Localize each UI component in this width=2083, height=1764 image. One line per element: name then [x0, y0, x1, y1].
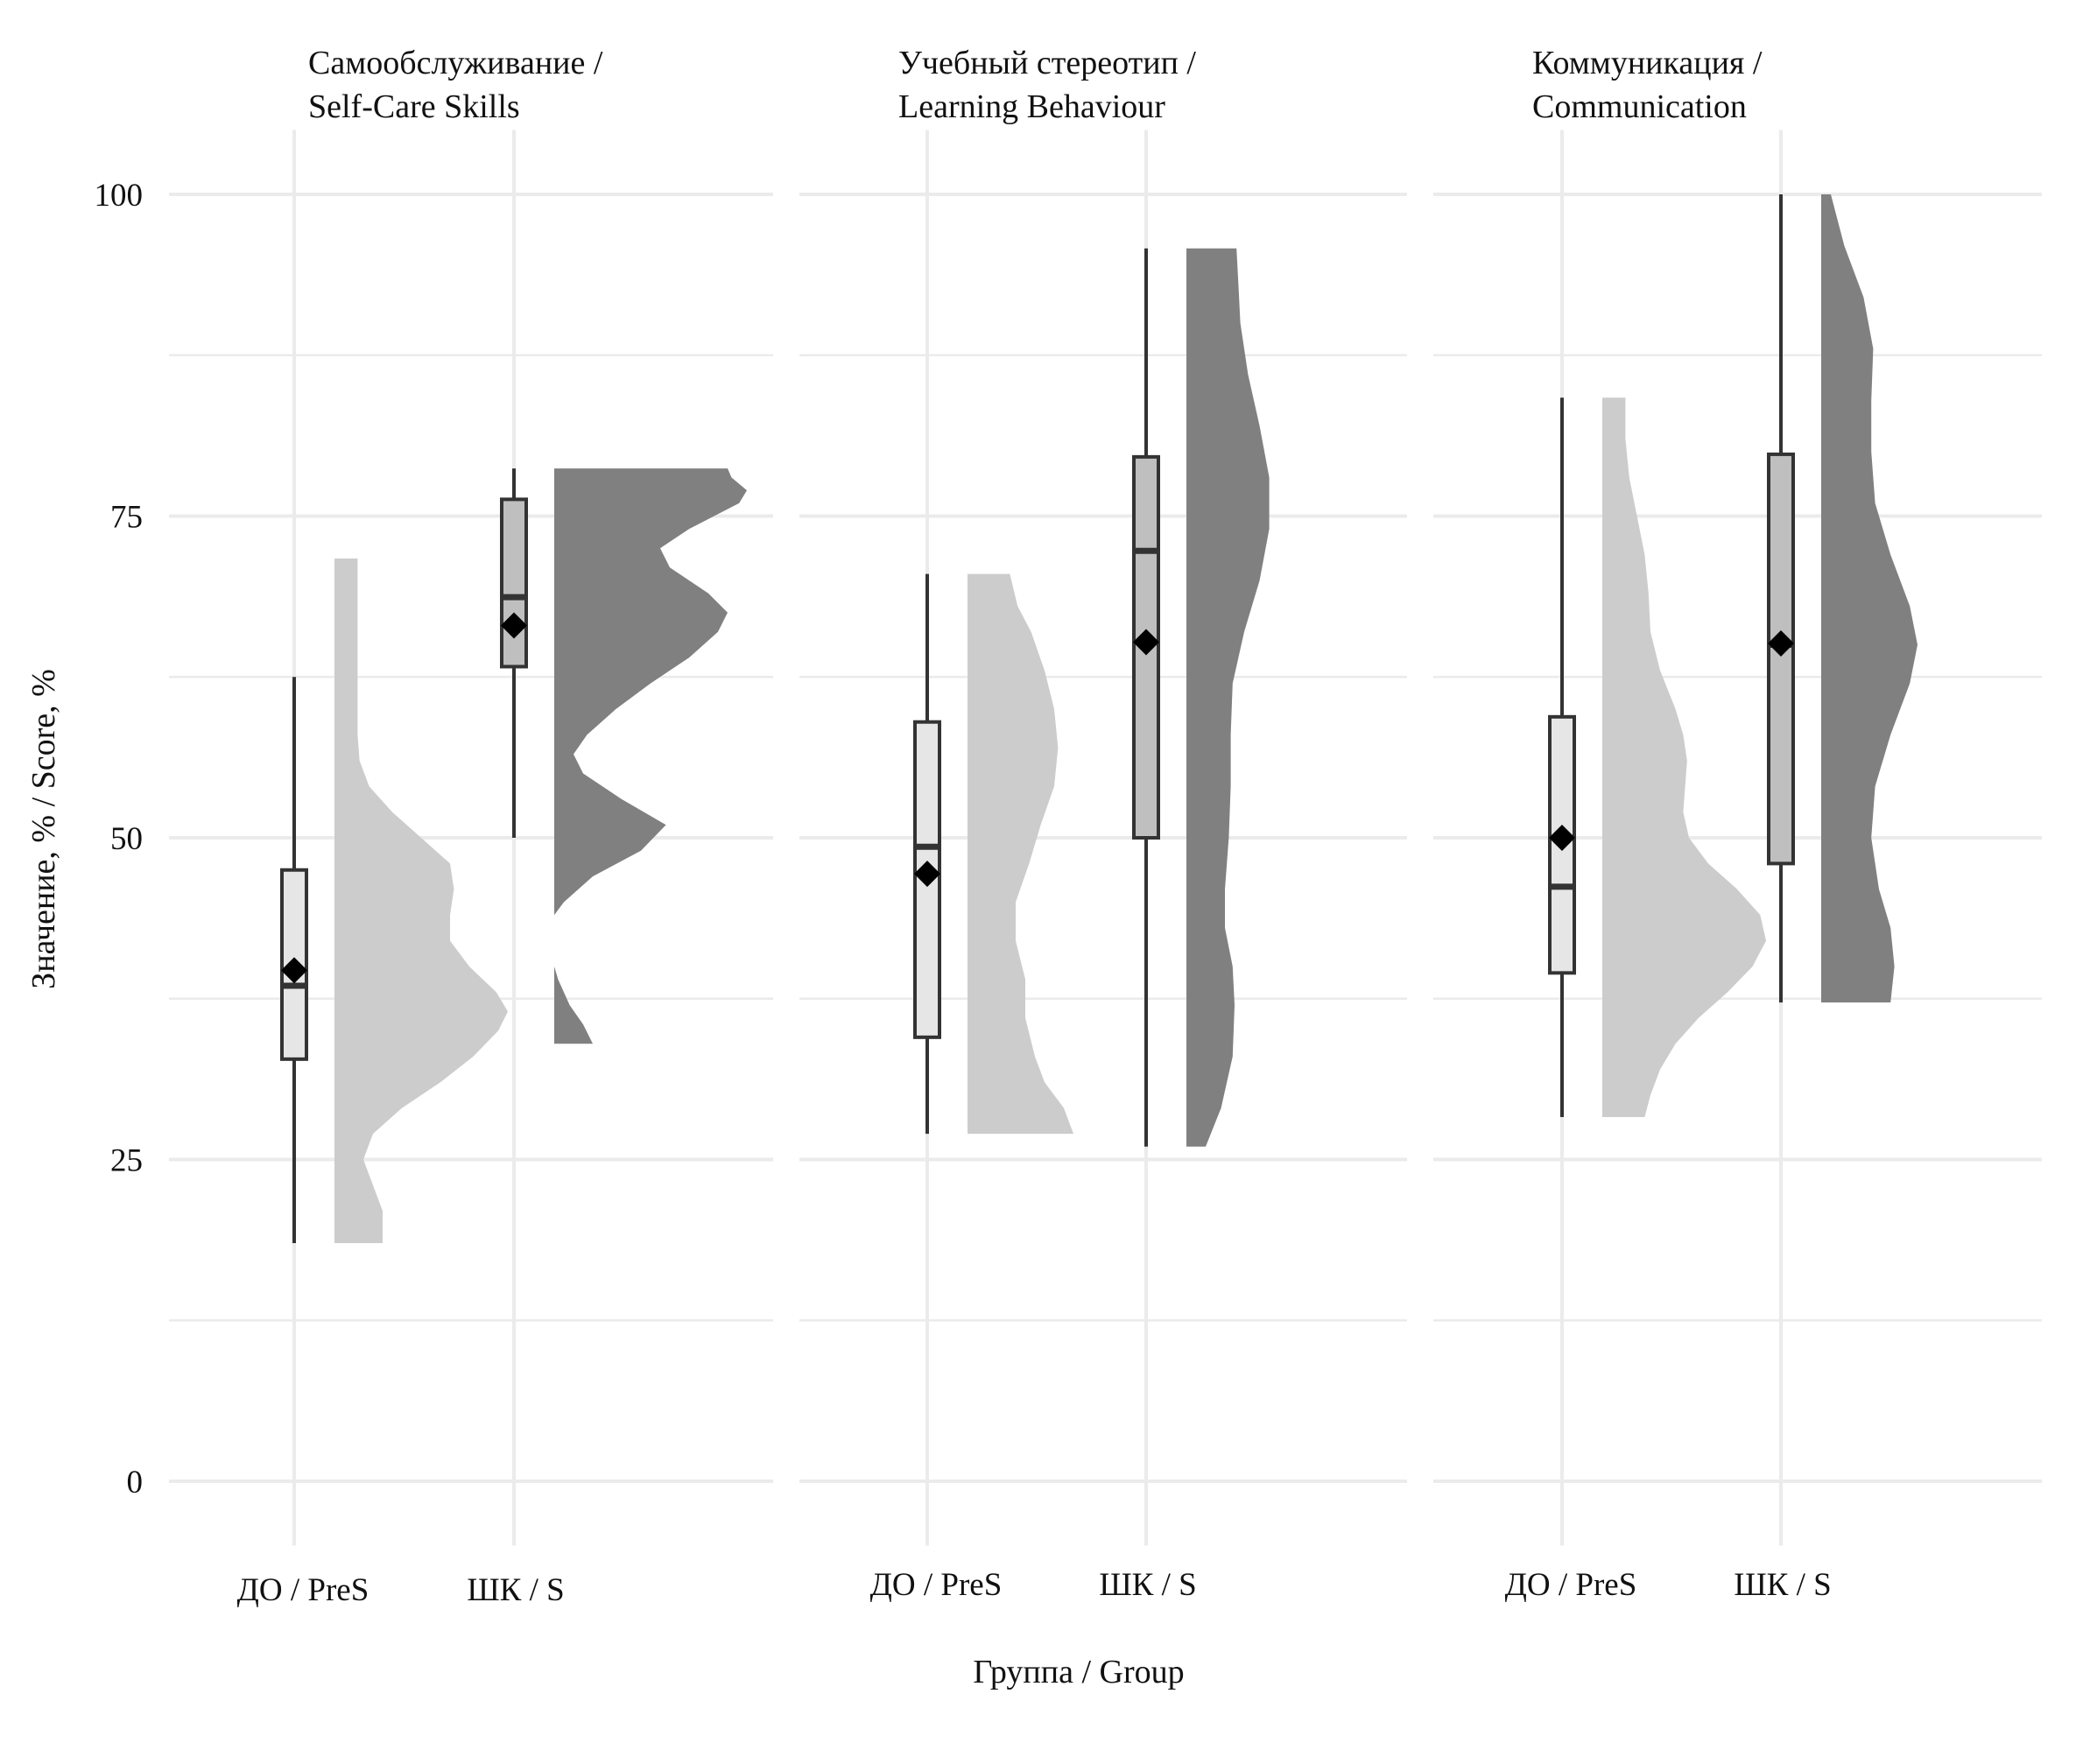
mean-marker — [914, 861, 940, 888]
panel-title-ru: Самообслуживание / — [308, 45, 603, 81]
panel-title-ru: Коммуникация / — [1532, 45, 1763, 81]
x-tick-label: ШК / S — [467, 1572, 564, 1608]
panel-title-en: Self-Care Skills — [308, 88, 520, 125]
y-tick-label: 75 — [110, 500, 143, 536]
x-axis-label: Группа / Group — [973, 1654, 1184, 1690]
y-tick-label: 25 — [110, 1143, 143, 1179]
x-tick-label: ДО / PreS — [237, 1572, 369, 1608]
density-half-violin — [334, 559, 508, 1244]
density-half-violin — [968, 573, 1073, 1135]
panel-title-ru: Учебный стереотип / — [898, 45, 1196, 81]
box — [500, 497, 528, 669]
panel-title-en: Learning Behaviour — [898, 88, 1165, 125]
x-tick-label: ДО / PreS — [1505, 1567, 1637, 1603]
density-half-violin — [554, 468, 747, 1044]
density-half-violin — [1602, 397, 1766, 1117]
mean-marker — [1549, 825, 1575, 851]
y-axis-label: Значение, % / Score, % — [25, 669, 62, 989]
mean-marker — [1768, 630, 1794, 657]
y-tick-label: 0 — [127, 1465, 144, 1500]
density-half-violin — [1821, 194, 1918, 1003]
y-tick-label: 50 — [110, 821, 143, 857]
box — [1767, 452, 1795, 866]
box — [1132, 454, 1160, 840]
y-tick-label: 100 — [95, 178, 144, 214]
density-half-violin — [1186, 248, 1270, 1147]
x-tick-label: ШК / S — [1734, 1567, 1831, 1603]
panel-title-en: Communication — [1532, 88, 1747, 125]
mean-marker — [281, 957, 307, 984]
x-tick-label: ШК / S — [1099, 1567, 1196, 1603]
mean-marker — [501, 612, 527, 639]
x-tick-label: ДО / PreS — [870, 1567, 1003, 1603]
mean-marker — [1133, 629, 1159, 656]
